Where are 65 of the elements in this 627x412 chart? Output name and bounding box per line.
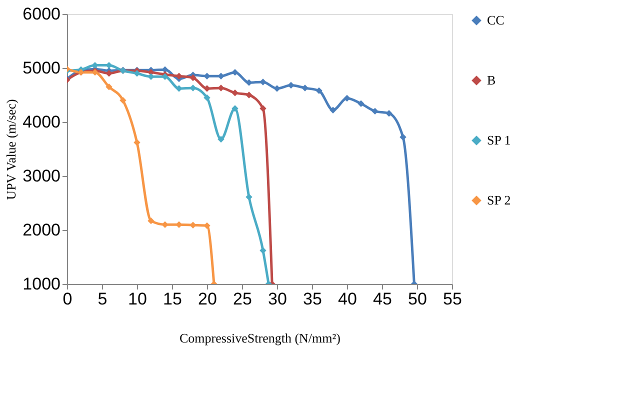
point	[176, 72, 182, 80]
point	[260, 78, 266, 86]
point	[372, 108, 378, 115]
point	[232, 89, 238, 96]
x-tick-label: 30	[268, 290, 287, 308]
x-tick-label: 50	[408, 290, 427, 308]
point	[218, 136, 224, 143]
point	[218, 84, 224, 92]
y-tick-label: 5000	[22, 58, 60, 78]
y-tick-label: 6000	[22, 4, 60, 24]
y-tick-label: 2000	[22, 220, 60, 240]
point	[120, 97, 126, 104]
x-tick-label: 0	[62, 290, 72, 308]
point	[246, 92, 252, 98]
y-axis-title: UPV Value (m/sec)	[4, 99, 19, 200]
x-tick-label: 25	[233, 290, 252, 308]
point	[176, 221, 182, 228]
point	[246, 194, 252, 200]
point	[260, 105, 266, 112]
x-tick-label: 15	[163, 290, 182, 308]
y-tick-label: 1000	[22, 274, 60, 294]
x-tick-label: 10	[128, 290, 147, 308]
x-tick-label: 20	[198, 290, 217, 308]
point	[134, 139, 140, 146]
x-tick-label: 55	[443, 290, 462, 308]
legend-label: SP 2	[487, 192, 511, 208]
point	[204, 222, 210, 230]
point	[400, 134, 406, 140]
point	[386, 110, 392, 117]
point	[190, 84, 196, 92]
x-tick-label: 35	[303, 290, 322, 308]
point	[162, 221, 168, 228]
legend-label: CC	[487, 12, 504, 28]
point	[176, 85, 182, 92]
y-tick-label: 4000	[22, 112, 60, 132]
y-tick-label: 3000	[22, 166, 60, 186]
point	[316, 87, 322, 94]
point	[302, 84, 308, 92]
point	[330, 106, 336, 114]
point	[274, 85, 280, 92]
point	[106, 62, 112, 69]
x-axis-title: CompressiveStrength (N/mm²)	[180, 330, 340, 346]
point	[218, 72, 224, 80]
x-tick-label: 5	[98, 290, 108, 308]
point	[204, 72, 210, 80]
point	[148, 73, 154, 80]
point	[148, 217, 154, 224]
point	[190, 222, 196, 228]
legend-label: B	[487, 72, 496, 88]
point	[232, 68, 238, 76]
point	[246, 79, 252, 86]
point	[106, 70, 112, 77]
point	[232, 105, 238, 112]
point	[260, 247, 266, 254]
x-tick-label: 40	[338, 290, 357, 308]
point	[344, 94, 350, 102]
point	[190, 74, 196, 82]
point	[204, 94, 210, 102]
point	[358, 100, 364, 107]
legend-label: SP 1	[487, 132, 511, 148]
point	[134, 70, 140, 77]
point	[288, 82, 294, 89]
point	[106, 84, 112, 90]
x-tick-label: 45	[373, 290, 392, 308]
point	[204, 85, 210, 92]
